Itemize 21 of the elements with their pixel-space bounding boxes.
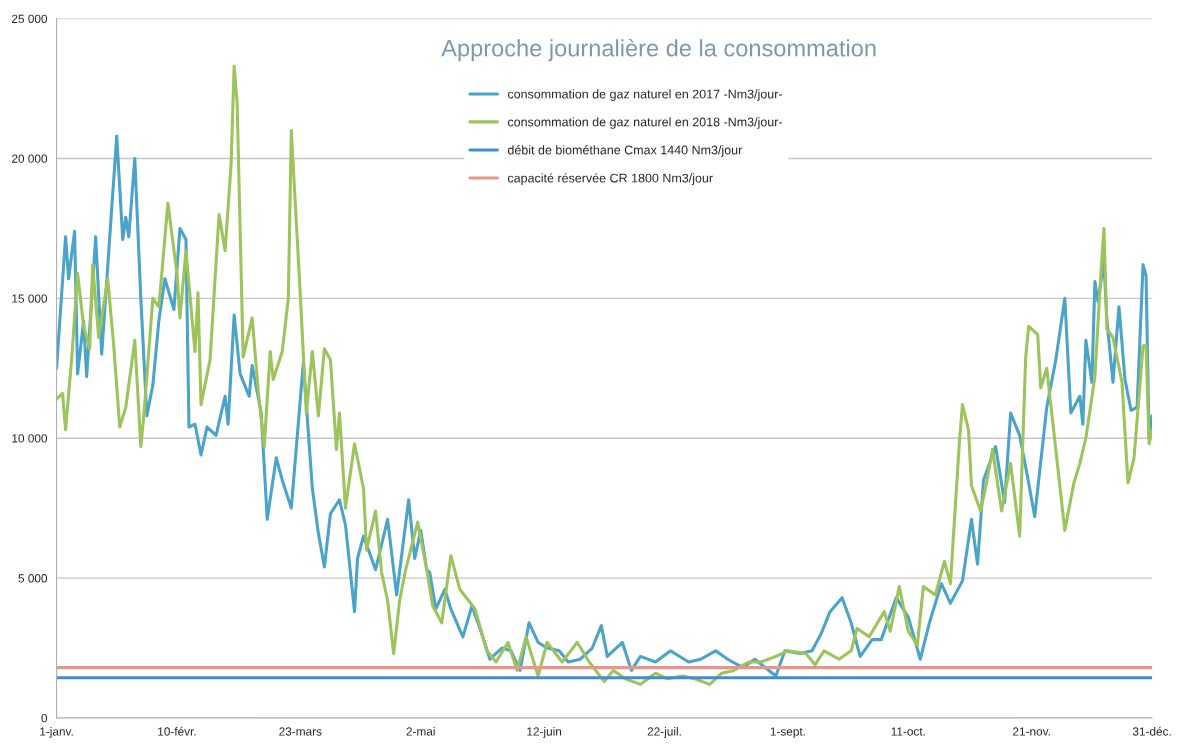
legend-label: débit de biométhane Cmax 1440 Nm3/jour <box>507 145 743 157</box>
legend-label: capacité réservée CR 1800 Nm3/jour <box>507 173 713 185</box>
x-tick-label: 21-nov. <box>1013 727 1050 736</box>
y-tick-label: 25 000 <box>12 14 48 23</box>
x-tick-label: 1-janv. <box>40 726 73 738</box>
y-tick-label: 5 000 <box>18 574 48 583</box>
x-tick-label: 23-mars <box>279 727 322 736</box>
y-tick-label: 20 000 <box>12 154 48 163</box>
legend-label: consommation de gaz naturel en 2017 -Nm3/jour- <box>507 89 782 101</box>
x-tick-label: 31-déc. <box>1132 726 1171 736</box>
x-tick-label: 11-oct. <box>891 727 925 736</box>
x-tick-label: 22-juil. <box>647 726 681 738</box>
y-tick-label: 0 <box>41 713 48 723</box>
y-tick-label: 10 000 <box>12 434 48 443</box>
x-tick-label: 1-sept. <box>770 727 805 738</box>
x-tick-label: 2-mai <box>406 726 435 736</box>
legend-label: consommation de gaz naturel en 2018 -Nm3/jour- <box>507 117 782 129</box>
x-tick-label: 10-févr. <box>158 726 196 736</box>
x-tick-label: 12-juin <box>527 726 562 738</box>
text: Approche journalière de la consommation <box>441 38 876 62</box>
y-tick-label: 15 000 <box>12 294 48 303</box>
